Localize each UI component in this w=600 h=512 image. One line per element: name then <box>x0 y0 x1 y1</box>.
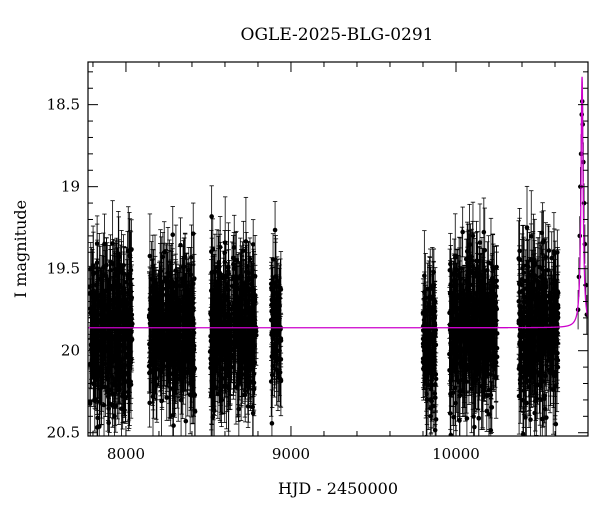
data-point <box>100 305 106 365</box>
y-tick-label: 20.5 <box>47 424 80 442</box>
y-tick-label: 18.5 <box>47 96 80 114</box>
plot-area <box>88 76 588 436</box>
x-axis-label: HJD - 2450000 <box>278 479 398 498</box>
data-point <box>226 400 231 436</box>
data-point <box>114 240 120 300</box>
y-tick-label: 20 <box>61 342 80 360</box>
data-point <box>130 285 135 363</box>
y-axis-label: I magnitude <box>11 200 30 298</box>
x-tick-label: 8000 <box>107 445 145 463</box>
data-point <box>272 201 278 259</box>
chart-title: OGLE-2025-BLG-0291 <box>241 25 434 45</box>
data-point <box>111 276 117 363</box>
y-tick-label: 19 <box>61 178 80 196</box>
data-point <box>105 270 111 350</box>
y-tick-label: 19.5 <box>47 260 80 278</box>
x-tick-label: 10000 <box>432 445 480 463</box>
data-point <box>460 206 465 258</box>
data-point <box>95 375 100 436</box>
data-point <box>126 343 132 429</box>
data-point <box>104 237 109 293</box>
x-tick-label: 9000 <box>272 445 310 463</box>
